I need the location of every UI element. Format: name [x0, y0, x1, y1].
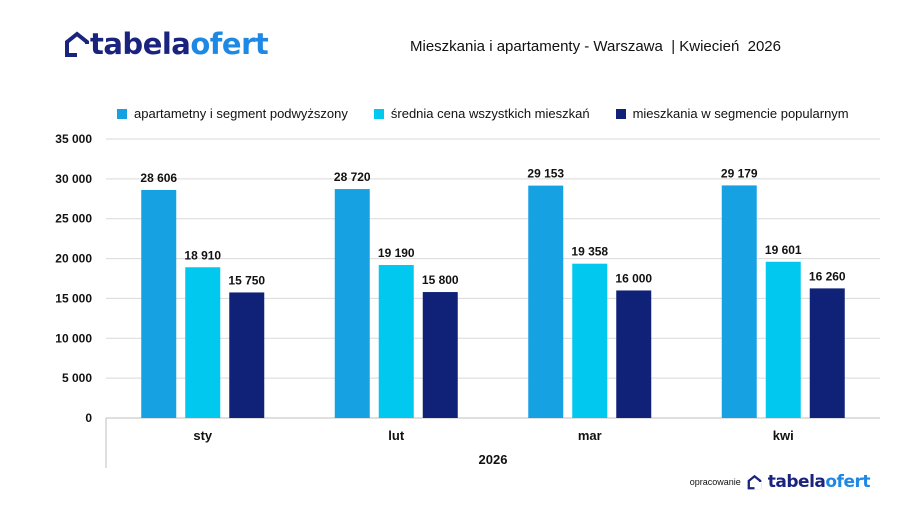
- bar: [765, 261, 801, 418]
- bar: [572, 263, 608, 418]
- bar: [378, 265, 414, 418]
- footer-logo-part1: tabela: [767, 472, 826, 492]
- bar: [422, 292, 458, 418]
- logo-text-part1: tabela: [90, 27, 191, 61]
- brand-logo: tabelaofert: [64, 27, 269, 61]
- legend-item-popular: mieszkania w segmencie popularnym: [615, 106, 849, 121]
- house-icon: [65, 31, 89, 57]
- legend-item-premium: apartametny i segment podwyższony: [117, 106, 348, 121]
- data-label: 28 720: [334, 170, 371, 184]
- bar: [334, 189, 370, 418]
- legend-label-average: średnia cena wszystkich mieszkań: [390, 106, 590, 121]
- logo-text: tabelaofert: [90, 27, 269, 61]
- data-label: 16 000: [615, 271, 652, 285]
- bar: [809, 288, 845, 418]
- legend-swatch-popular: [615, 108, 626, 119]
- chart-legend: apartametny i segment podwyższony średni…: [117, 106, 849, 121]
- bar: [721, 185, 757, 418]
- x-group-label: 2026: [479, 452, 508, 467]
- y-tick-label: 30 000: [55, 172, 92, 186]
- legend-label-popular: mieszkania w segmencie popularnym: [632, 106, 849, 121]
- footer-note: opracowanie: [689, 477, 741, 487]
- data-label: 19 190: [378, 246, 415, 260]
- y-tick-label: 10 000: [55, 331, 92, 345]
- footer-logo-part2: ofert: [825, 472, 870, 492]
- x-tick-label: lut: [388, 428, 405, 443]
- data-label: 29 153: [527, 167, 564, 181]
- legend-swatch-premium: [117, 108, 127, 119]
- data-label: 18 910: [184, 248, 221, 262]
- house-icon-small: [747, 474, 762, 490]
- data-label: 19 358: [571, 245, 608, 259]
- data-label: 19 601: [765, 243, 802, 257]
- data-label: 28 606: [140, 171, 177, 185]
- y-tick-label: 35 000: [55, 132, 92, 146]
- data-label: 15 750: [228, 273, 265, 287]
- bar: [141, 189, 177, 418]
- y-tick-label: 5 000: [62, 371, 92, 385]
- logo-text-part2: ofert: [190, 27, 269, 61]
- bar: [229, 292, 265, 418]
- bar: [616, 290, 652, 418]
- data-label: 15 800: [422, 273, 459, 287]
- legend-item-average: średnia cena wszystkich mieszkań: [373, 106, 590, 121]
- bar: [185, 267, 221, 418]
- footer-logo-text: tabelaofert: [767, 472, 871, 492]
- y-tick-label: 25 000: [55, 212, 92, 226]
- data-label: 29 179: [721, 166, 758, 180]
- data-label: 16 260: [809, 269, 846, 283]
- y-tick-label: 20 000: [55, 252, 92, 266]
- x-tick-label: sty: [193, 428, 213, 443]
- x-tick-label: kwi: [773, 428, 794, 443]
- bar: [528, 185, 564, 418]
- x-tick-label: mar: [578, 428, 602, 443]
- y-tick-label: 15 000: [55, 291, 92, 305]
- legend-swatch-average: [373, 108, 384, 119]
- legend-label-premium: apartametny i segment podwyższony: [134, 106, 348, 121]
- footer-credit: opracowanie tabelaofert: [689, 472, 871, 492]
- y-tick-label: 0: [85, 411, 92, 425]
- chart-title: Mieszkania i apartamenty - Warszawa | Kw…: [410, 38, 781, 55]
